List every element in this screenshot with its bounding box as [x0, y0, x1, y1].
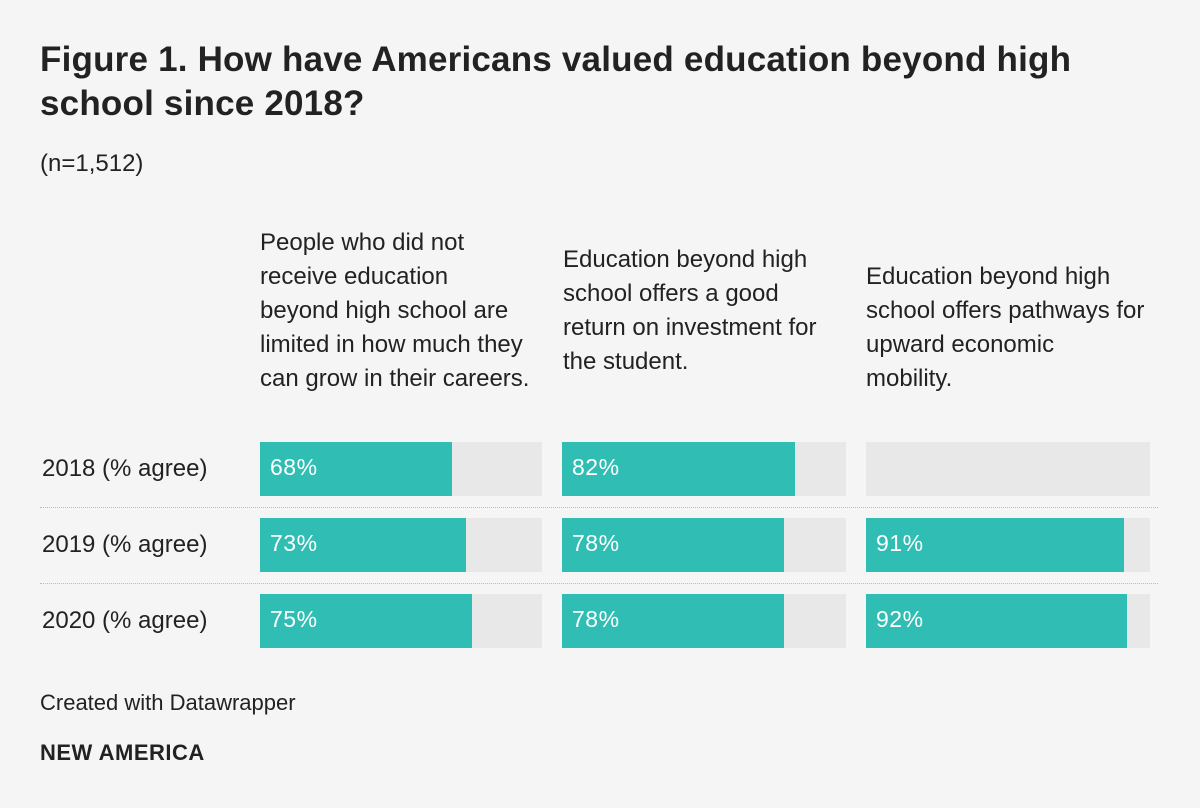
column-header-return: Education beyond high school offers a go… [563, 246, 817, 375]
bar-track: 73% [260, 518, 542, 572]
bar-value-label: 73% [270, 530, 318, 556]
bar-value-label: 92% [876, 606, 924, 632]
row-label-2020: 2020 (% agree) [42, 607, 208, 634]
bar-track: 82% [562, 442, 846, 496]
row-divider [40, 507, 1158, 508]
chart-title: Figure 1. How have Americans valued educ… [40, 40, 1072, 123]
bar-track: 91% [866, 518, 1150, 572]
bar-value-label: 75% [270, 606, 318, 632]
bar-track: 78% [562, 518, 846, 572]
bar-value-label: 82% [572, 454, 620, 480]
bar-track: 92% [866, 594, 1150, 648]
bar-value-label: 78% [572, 606, 620, 632]
bar-track: 68% [260, 442, 542, 496]
chart-subtitle: (n=1,512) [40, 150, 144, 177]
bar-track [866, 442, 1150, 496]
bar [260, 518, 466, 572]
new-america-logo: NEW AMERICA [40, 740, 205, 765]
bar-track: 78% [562, 594, 846, 648]
bar-track: 75% [260, 594, 542, 648]
bar-value-label: 91% [876, 530, 924, 556]
bar-value-label: 68% [270, 454, 318, 480]
column-header-mobility: Education beyond high school offers path… [866, 263, 1145, 392]
bar [866, 518, 1125, 572]
bar [260, 442, 452, 496]
column-header-careers: People who did not receive education bey… [260, 229, 530, 392]
bar [260, 594, 472, 648]
bar [562, 594, 784, 648]
bar [866, 594, 1128, 648]
bar [562, 518, 784, 572]
datawrapper-credit: Created with Datawrapper [40, 690, 296, 715]
bar-value-label: 78% [572, 530, 620, 556]
row-label-2018: 2018 (% agree) [42, 455, 208, 482]
row-label-2019: 2019 (% agree) [42, 531, 208, 558]
row-divider [40, 583, 1158, 584]
bar [562, 442, 795, 496]
